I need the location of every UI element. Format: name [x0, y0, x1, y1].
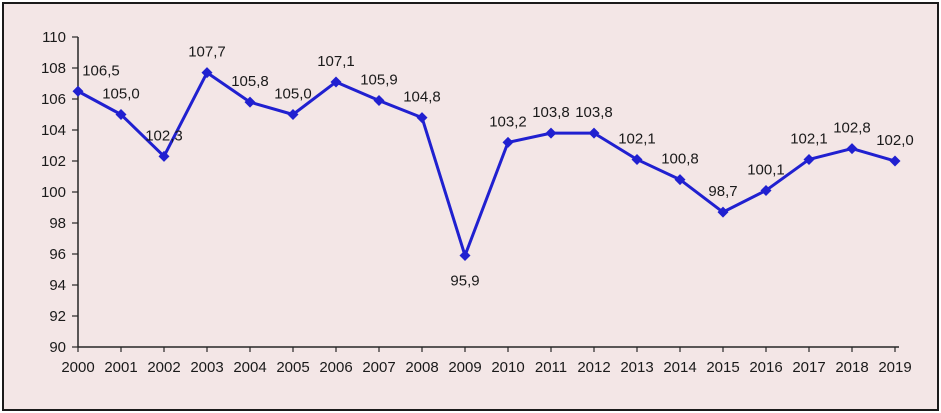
data-point-marker [244, 96, 256, 108]
data-point-marker [889, 155, 901, 167]
data-point-label: 105,0 [274, 86, 312, 103]
data-point-marker [588, 127, 600, 139]
data-point-marker [545, 127, 557, 139]
y-tick-label: 108 [41, 60, 66, 77]
data-point-marker [72, 85, 84, 97]
data-point-label: 107,1 [317, 53, 355, 70]
data-point-label: 104,8 [403, 89, 441, 106]
y-tick-label: 104 [41, 122, 66, 139]
y-tick-label: 110 [42, 29, 66, 46]
x-tick-label: 2011 [535, 359, 567, 376]
data-point-label: 102,0 [876, 132, 914, 149]
x-tick-label: 2001 [104, 359, 137, 376]
data-point-label: 102,3 [145, 127, 183, 144]
y-tick-label: 98 [49, 215, 66, 232]
data-line [76, 71, 897, 258]
data-point-marker [846, 143, 858, 155]
x-tick-label: 2007 [362, 359, 395, 376]
x-tick-label: 2009 [448, 359, 481, 376]
x-tick-label: 2000 [61, 359, 94, 376]
y-tick-label: 102 [41, 153, 66, 170]
x-tick-label: 2013 [620, 359, 653, 376]
y-tick-label: 94 [49, 277, 66, 294]
data-point-marker [717, 206, 729, 218]
data-point-label: 103,8 [532, 104, 570, 121]
data-point-label: 102,8 [833, 120, 871, 137]
data-point-marker [158, 150, 170, 162]
data-point-marker [502, 136, 514, 148]
data-point-label: 98,7 [708, 183, 737, 200]
data-point-label: 95,9 [450, 273, 479, 290]
x-tick-label: 2018 [835, 359, 868, 376]
x-tick-label: 2017 [792, 359, 825, 376]
data-point-label: 103,2 [489, 113, 527, 130]
x-tick-label: 2014 [663, 359, 696, 376]
data-point-marker [330, 76, 342, 88]
x-tick-label: 2002 [147, 359, 180, 376]
y-tick-label: 106 [41, 91, 66, 108]
data-point-label: 105,0 [102, 86, 140, 103]
data-point-marker [674, 174, 686, 186]
data-point-marker [416, 112, 428, 124]
data-point-label: 105,8 [231, 73, 269, 90]
x-tick-label: 2004 [233, 359, 266, 376]
data-point-marker [287, 109, 299, 120]
data-point-label: 100,1 [747, 161, 785, 178]
data-point-label: 103,8 [575, 104, 613, 121]
y-tick-label: 90 [49, 339, 66, 356]
x-tick-label: 2008 [405, 359, 438, 376]
x-tick-label: 2003 [190, 359, 223, 376]
data-point-marker [373, 95, 385, 107]
x-tick-label: 2012 [577, 359, 610, 376]
y-tick-label: 100 [41, 184, 66, 201]
data-point-label: 107,7 [188, 44, 226, 61]
data-point-marker [760, 184, 772, 196]
data-point-label: 105,9 [360, 72, 398, 89]
x-tick-label: 2005 [276, 359, 309, 376]
data-point-marker [631, 153, 643, 165]
y-tick-label: 92 [49, 308, 66, 325]
data-point-marker [115, 109, 127, 120]
x-tick-label: 2010 [491, 359, 524, 376]
x-tick-label: 2015 [706, 359, 739, 376]
data-point-label: 102,1 [618, 130, 656, 147]
x-tick-label: 2006 [319, 359, 352, 376]
data-point-marker [459, 250, 471, 262]
data-point-marker [201, 67, 213, 79]
x-tick-label: 2019 [878, 359, 911, 376]
x-tick-label: 2016 [749, 359, 782, 376]
data-point-marker [803, 153, 815, 165]
data-point-label: 102,1 [790, 130, 828, 147]
data-point-label: 100,8 [661, 151, 699, 168]
data-point-label: 106,5 [82, 62, 120, 79]
y-tick-label: 96 [49, 246, 66, 263]
